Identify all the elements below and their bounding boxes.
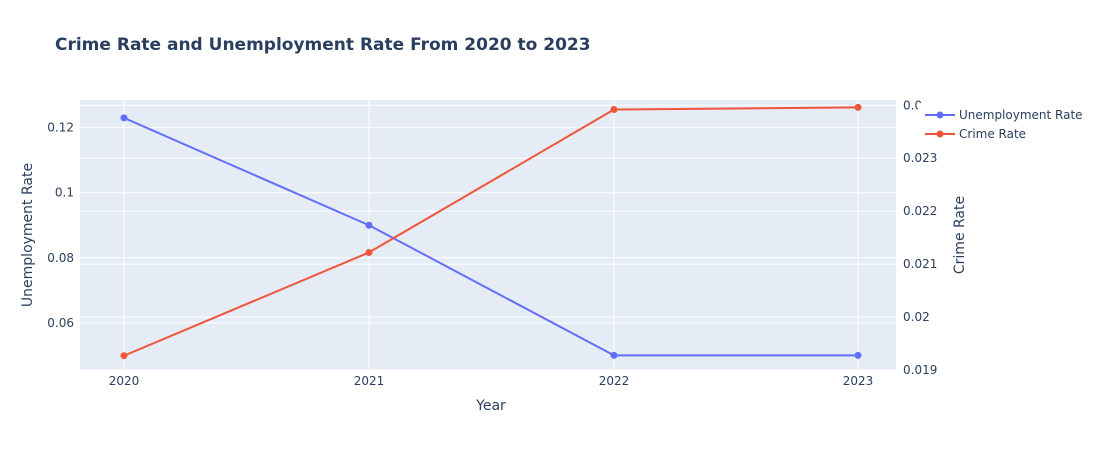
data-point <box>854 103 862 111</box>
y2-tick-label: 0.019 <box>903 363 937 377</box>
y2-tick-label: 0.023 <box>903 151 937 165</box>
data-point <box>120 114 128 122</box>
x-tick-label: 2022 <box>599 374 630 388</box>
legend-label: Unemployment Rate <box>959 108 1083 122</box>
legend-marker <box>936 111 944 119</box>
legend-item[interactable]: Unemployment Rate <box>925 108 1083 122</box>
y-tick-label: 0.08 <box>47 251 74 265</box>
series-group <box>120 103 862 360</box>
y2-tick-label: 0.021 <box>903 257 937 271</box>
y-tick-label: 0.06 <box>47 316 74 330</box>
chart-title: Crime Rate and Unemployment Rate From 20… <box>55 35 591 55</box>
legend-background <box>918 103 1100 145</box>
legend-label: Crime Rate <box>959 127 1026 141</box>
y2-tick-label: 0.02 <box>903 310 930 324</box>
legend-item[interactable]: Crime Rate <box>925 127 1026 141</box>
data-point <box>120 352 128 360</box>
series-crime-rate <box>120 103 862 360</box>
x-axis-title: Year <box>475 398 506 414</box>
x-tick-label: 2023 <box>843 374 874 388</box>
y2-axis-title: Crime Rate <box>952 196 968 274</box>
x-tick-label: 2021 <box>354 374 385 388</box>
data-point <box>610 351 618 359</box>
data-point <box>854 351 862 359</box>
plot-area <box>80 100 896 370</box>
y-tick-label: 0.1 <box>55 186 74 200</box>
tick-labels: 2020 2021 2022 2023 0.06 0.08 0.1 0.12 0.019 0.02… <box>47 98 937 388</box>
series-line <box>123 106 859 357</box>
y2-tick-label: 0.022 <box>903 204 937 218</box>
legend: Unemployment Rate Crime Rate <box>918 103 1100 145</box>
y2-tick-label: 0.0 <box>903 98 922 112</box>
data-point <box>365 221 373 229</box>
y-tick-label: 0.12 <box>47 121 74 135</box>
legend-marker <box>936 130 944 138</box>
gridlines <box>80 100 896 371</box>
data-point <box>610 106 618 114</box>
series-unemployment-rate <box>120 114 862 359</box>
series-line <box>123 116 858 357</box>
y-axis-title: Unemployment Rate <box>20 163 36 307</box>
data-point <box>365 248 373 256</box>
x-tick-label: 2020 <box>109 374 140 388</box>
